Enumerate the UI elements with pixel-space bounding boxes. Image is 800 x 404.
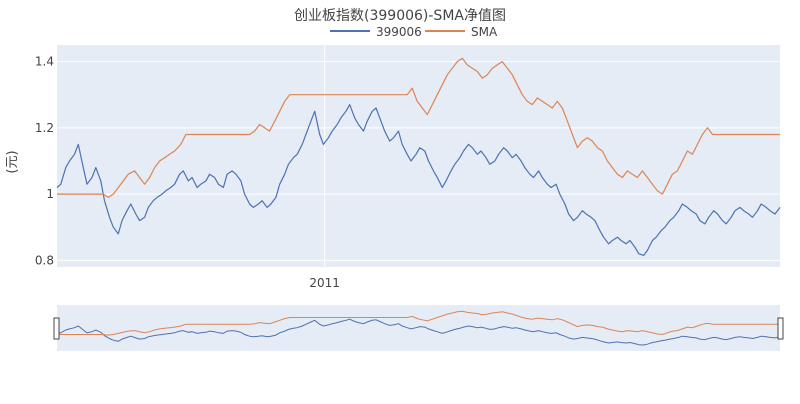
grid-lines [57, 45, 780, 267]
series-line-399006[interactable] [56, 103, 781, 256]
legend[interactable]: 399006 SMA [330, 25, 498, 39]
y-axis-ticks: 0.8 1 1.2 1.4 [35, 55, 54, 268]
range-slider-handle-right[interactable] [777, 317, 784, 340]
y-tick-label: 1.2 [35, 121, 54, 135]
range-slider-series [56, 310, 781, 346]
legend-label-sma: SMA [471, 25, 498, 39]
chart-title: 创业板指数(399006)-SMA净值图 [294, 8, 506, 24]
series-line-sma[interactable] [57, 57, 780, 198]
y-tick-label: 1.4 [35, 55, 54, 69]
range-slider-line-sma [57, 310, 780, 336]
y-tick-label: 1 [46, 187, 54, 201]
y-axis-title: (元) [5, 150, 20, 173]
x-axis-ticks: 2011 [309, 276, 340, 290]
plot-area[interactable] [57, 45, 780, 267]
range-slider-background[interactable] [57, 305, 780, 351]
range-slider-handle-left[interactable] [53, 317, 60, 340]
y-tick-label: 0.8 [35, 253, 54, 267]
x-tick-label: 2011 [309, 276, 340, 290]
legend-label-399006: 399006 [376, 25, 422, 39]
range-slider-line-399006 [56, 318, 781, 346]
series-lines [56, 57, 781, 256]
